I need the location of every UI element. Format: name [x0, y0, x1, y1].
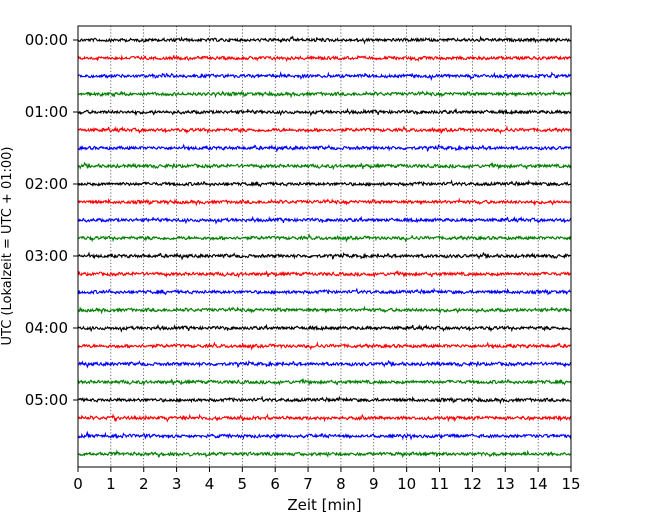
x-axis: 0 1 2 3 4 5 6 7 8 9 10 11 12 13 14 15 [73, 467, 581, 493]
trace-01-30 [77, 143, 572, 153]
trace-02-45 [77, 233, 572, 243]
trace-05-30 [77, 430, 572, 441]
trace-04-00 [77, 323, 572, 333]
x-tick-label: 1 [106, 475, 116, 493]
y-axis: 00:00 01:00 02:00 03:00 04:00 05:00 [25, 31, 78, 409]
trace-00-30 [77, 70, 572, 82]
trace-00-15 [77, 54, 572, 63]
x-tick-label: 12 [463, 475, 482, 493]
x-tick-label: 14 [529, 475, 548, 493]
trace-03-30 [77, 287, 572, 296]
x-tick-label: 11 [430, 475, 449, 493]
plot-frame [77, 25, 572, 468]
x-tick-label: 6 [270, 475, 280, 493]
x-tick-label: 9 [369, 475, 379, 493]
trace-01-15 [77, 125, 572, 135]
y-tick-label: 02:00 [25, 175, 68, 193]
x-tick-label: 0 [73, 475, 83, 493]
y-tick-label: 01:00 [25, 103, 68, 121]
trace-01-00 [77, 107, 572, 117]
trace-05-15 [77, 413, 572, 423]
trace-02-00 [77, 179, 572, 188]
trace-04-30 [77, 359, 572, 369]
x-tick-label: 3 [172, 475, 182, 493]
y-tick-label: 00:00 [25, 31, 68, 49]
x-tick-label: 4 [205, 475, 215, 493]
traces-group [77, 35, 572, 459]
x-tick-label: 5 [238, 475, 248, 493]
y-axis-label: UTC (Lokalzeit = UTC + 01:00) [0, 147, 15, 346]
trace-02-15 [77, 197, 572, 207]
trace-00-45 [77, 89, 572, 99]
x-tick-label: 10 [397, 475, 416, 493]
trace-04-45 [77, 377, 572, 387]
trace-04-15 [77, 341, 572, 351]
trace-03-15 [77, 269, 572, 279]
y-tick-label: 05:00 [25, 391, 68, 409]
x-tick-label: 8 [336, 475, 346, 493]
x-tick-label: 2 [139, 475, 149, 493]
y-tick-label: 03:00 [25, 247, 68, 265]
x-tick-label: 13 [496, 475, 515, 493]
trace-03-00 [77, 251, 572, 261]
x-tick-label: 15 [561, 475, 580, 493]
trace-02-30 [77, 215, 572, 225]
trace-00-00 [77, 35, 572, 45]
trace-05-00 [77, 395, 572, 405]
trace-03-45 [77, 305, 572, 315]
y-tick-label: 04:00 [25, 319, 68, 337]
x-tick-label: 7 [303, 475, 313, 493]
trace-05-45 [77, 449, 572, 459]
x-axis-label: Zeit [min] [287, 496, 361, 514]
trace-01-45 [77, 161, 572, 171]
